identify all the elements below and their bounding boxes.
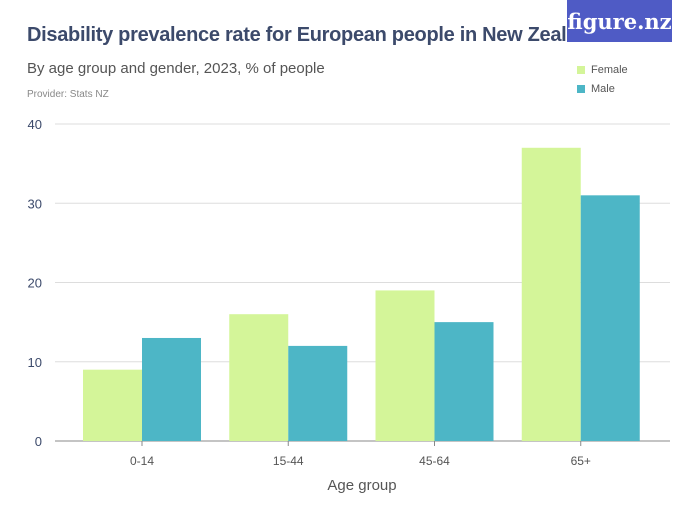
legend-label: Male	[591, 82, 615, 95]
x-tick-label: 65+	[571, 454, 591, 468]
bar-female-65+	[521, 147, 581, 441]
y-tick-label: 10	[28, 355, 42, 370]
legend-label: Female	[591, 63, 628, 76]
bar-male-15-44	[288, 345, 348, 441]
bar-male-45-64	[434, 322, 494, 441]
chart-subtitle: By age group and gender, 2023, % of peop…	[27, 60, 325, 77]
legend-item-female: Female	[577, 60, 628, 79]
bar-female-0-14	[83, 369, 142, 441]
legend: Female Male	[577, 60, 628, 98]
x-axis-label: Age group	[327, 477, 396, 494]
legend-swatch-female	[577, 65, 585, 74]
bar-male-65+	[580, 195, 640, 441]
bar-male-0-14	[142, 337, 201, 441]
figure-nz-logo[interactable]: figure.nz	[567, 0, 672, 42]
y-tick-label: 20	[28, 276, 42, 291]
legend-item-male: Male	[577, 79, 628, 98]
provider-label: Provider: Stats NZ	[27, 89, 109, 100]
x-tick-label: 15-44	[273, 454, 304, 468]
x-tick-label: 45-64	[419, 454, 450, 468]
y-tick-label: 30	[28, 196, 42, 211]
chart-title: Disability prevalence rate for European …	[27, 24, 602, 46]
y-tick-label: 0	[35, 434, 42, 449]
y-tick-label: 40	[28, 117, 42, 132]
legend-swatch-male	[577, 84, 585, 93]
bar-female-45-64	[375, 290, 435, 441]
bar-female-15-44	[229, 314, 289, 441]
x-tick-label: 0-14	[130, 454, 154, 468]
